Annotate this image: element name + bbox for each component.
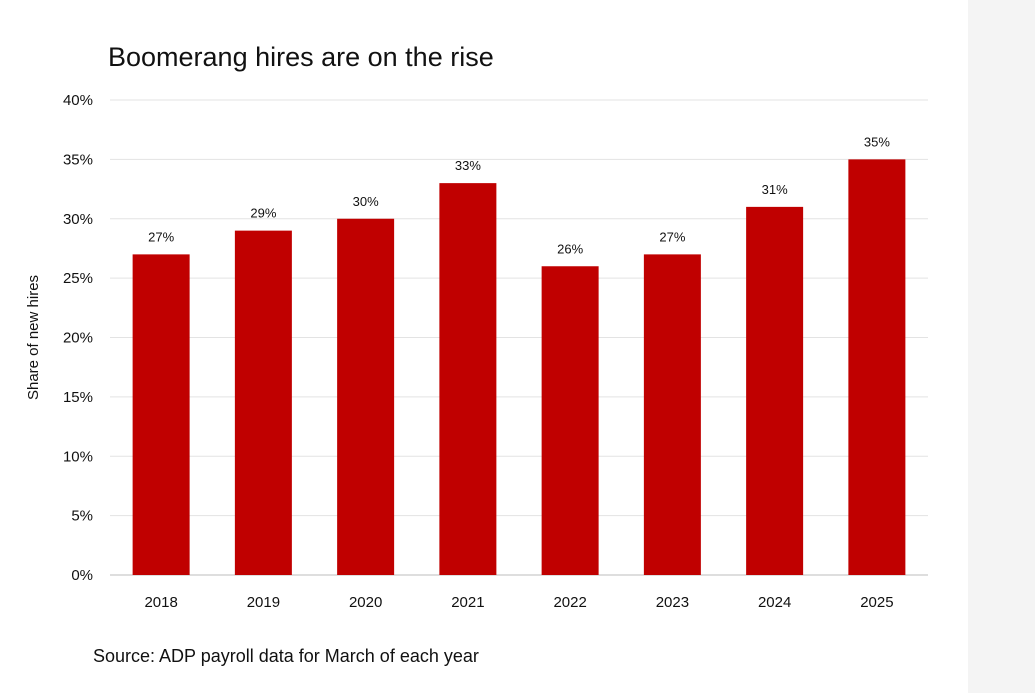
data-label: 26%: [557, 241, 583, 256]
chart-title: Boomerang hires are on the rise: [108, 42, 494, 72]
data-label: 27%: [659, 229, 685, 244]
bar: [541, 266, 599, 575]
data-label: 29%: [250, 206, 276, 221]
bar: [848, 159, 906, 575]
y-tick-label: 30%: [63, 211, 93, 228]
y-axis-title: Share of new hires: [25, 275, 42, 400]
x-tick-label: 2023: [656, 594, 689, 611]
x-tick-label: 2024: [758, 594, 791, 611]
data-label: 35%: [864, 134, 890, 149]
bar: [643, 254, 701, 575]
data-label: 31%: [762, 182, 788, 197]
x-tick-label: 2020: [349, 594, 382, 611]
chart-card: Boomerang hires are on the rise 0% 5% 10% 1…: [0, 0, 968, 693]
y-tick-label: 5%: [71, 508, 93, 525]
x-tick-label: 2019: [247, 594, 280, 611]
bar: [234, 230, 292, 575]
x-tick-label: 2021: [451, 594, 484, 611]
y-tick-label: 25%: [63, 270, 93, 287]
x-tick-label: 2018: [144, 594, 177, 611]
bar: [337, 218, 395, 575]
data-label: 27%: [148, 229, 174, 244]
x-tick-label: 2025: [860, 594, 893, 611]
bar: [746, 206, 804, 575]
y-tick-label: 20%: [63, 330, 93, 347]
data-label: 33%: [455, 158, 481, 173]
y-tick-label: 10%: [63, 448, 93, 465]
y-tick-label: 0%: [71, 567, 93, 584]
y-tick-label: 15%: [63, 389, 93, 406]
bar: [132, 254, 190, 575]
bar: [439, 183, 497, 575]
x-tick-label: 2022: [553, 594, 586, 611]
y-tick-label: 40%: [63, 92, 93, 109]
bar-chart-plot: 0% 5% 10% 15% 20% 25% 30% 35% 40% Share of new hi…: [25, 92, 928, 611]
data-label: 30%: [353, 194, 379, 209]
y-tick-label: 35%: [63, 151, 93, 168]
source-note: Source: ADP payroll data for March of ea…: [93, 646, 479, 666]
